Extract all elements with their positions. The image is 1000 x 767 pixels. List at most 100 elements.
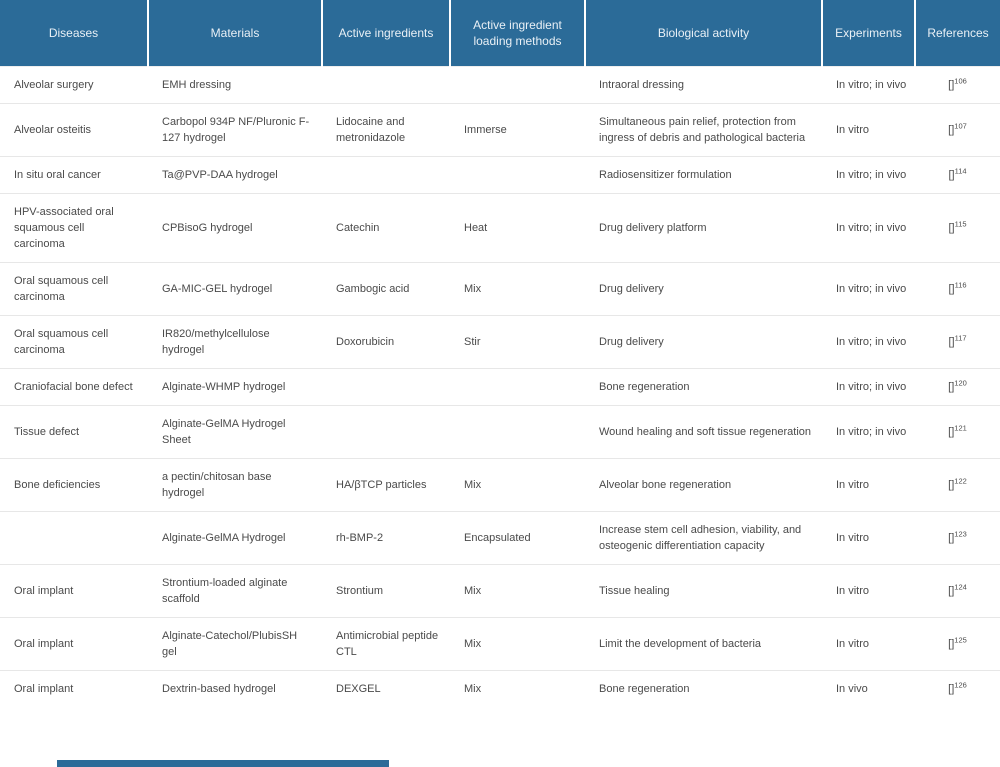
cell-disease: In situ oral cancer xyxy=(0,156,148,194)
citation-link[interactable]: []107 xyxy=(948,121,967,136)
cell-activity: Tissue healing xyxy=(585,564,822,618)
cell-activity: Intraoral dressing xyxy=(585,66,822,104)
citation-link[interactable]: []116 xyxy=(948,280,967,295)
table-row: Tissue defect Alginate-GelMA Hydrogel She… xyxy=(0,405,1000,459)
table-row: Alveolar surgery EMH dressing Intraoral dr… xyxy=(0,66,1000,104)
table-row: Oral squamous cell carcinoma IR820/methyl… xyxy=(0,315,1000,369)
column-header-diseases: Diseases xyxy=(0,0,149,67)
citation-link[interactable]: []126 xyxy=(948,680,967,695)
column-header-active-ingredients: Active ingredients xyxy=(322,0,451,67)
table-row: HPV-associated oral squamous cell carcin… xyxy=(0,193,1000,263)
cell-ingredient: rh-BMP-2 xyxy=(322,511,450,565)
cell-ingredient xyxy=(322,66,450,104)
citation-number: 116 xyxy=(954,280,967,290)
cell-experiments: In vitro; in vivo xyxy=(822,315,915,369)
cell-loading xyxy=(450,66,585,104)
cell-activity: Drug delivery xyxy=(585,315,822,369)
cell-ingredient: Catechin xyxy=(322,193,450,263)
cell-loading: Encapsulated xyxy=(450,511,585,565)
cell-loading: Mix xyxy=(450,262,585,316)
cell-material: EMH dressing xyxy=(148,66,322,104)
cell-ingredient: Strontium xyxy=(322,564,450,618)
citation-link[interactable]: []106 xyxy=(948,76,967,91)
citation-number: 106 xyxy=(954,76,967,86)
cell-loading: Heat xyxy=(450,193,585,263)
cell-loading xyxy=(450,156,585,194)
cell-disease: Bone deficiencies xyxy=(0,458,148,512)
cell-loading: Stir xyxy=(450,315,585,369)
cell-loading xyxy=(450,405,585,459)
cell-loading xyxy=(450,368,585,406)
citation-number: 121 xyxy=(954,423,967,433)
cell-material: Alginate-Catechol/PlubisSH gel xyxy=(148,617,322,671)
citation-link[interactable]: []115 xyxy=(948,219,967,234)
cell-disease xyxy=(0,511,148,565)
cell-reference: []115 xyxy=(915,193,1000,263)
materials-table: Diseases Materials Active ingredients Ac… xyxy=(0,0,1000,707)
citation-number: 117 xyxy=(954,333,967,343)
column-header-materials: Materials xyxy=(148,0,323,67)
cell-experiments: In vitro xyxy=(822,617,915,671)
citation-link[interactable]: []124 xyxy=(948,582,967,597)
cell-activity: Wound healing and soft tissue regenerati… xyxy=(585,405,822,459)
cell-experiments: In vitro; in vivo xyxy=(822,405,915,459)
cell-activity: Limit the development of bacteria xyxy=(585,617,822,671)
citation-number: 114 xyxy=(954,166,967,176)
cell-material: a pectin/chitosan base hydrogel xyxy=(148,458,322,512)
table-header: Diseases Materials Active ingredients Ac… xyxy=(0,0,1000,67)
cell-reference: []120 xyxy=(915,368,1000,406)
table-row: Oral implant Dextrin-based hydrogel DEXGEL… xyxy=(0,670,1000,707)
cell-activity: Bone regeneration xyxy=(585,368,822,406)
table-row: In situ oral cancer Ta@PVP-DAA hydrogel Ra… xyxy=(0,156,1000,194)
table-row: Alginate-GelMA Hydrogel rh-BMP-2 Encapsula… xyxy=(0,511,1000,565)
cell-ingredient: Gambogic acid xyxy=(322,262,450,316)
cell-loading: Mix xyxy=(450,564,585,618)
cell-loading: Mix xyxy=(450,458,585,512)
column-header-loading-methods: Active ingredient loading methods xyxy=(450,0,586,67)
cell-experiments: In vitro xyxy=(822,458,915,512)
cell-activity: Alveolar bone regeneration xyxy=(585,458,822,512)
cell-experiments: In vivo xyxy=(822,670,915,707)
citation-number: 115 xyxy=(954,219,967,229)
cell-activity: Drug delivery xyxy=(585,262,822,316)
cell-disease: HPV-associated oral squamous cell carcin… xyxy=(0,193,148,263)
cell-ingredient: Antimicrobial peptide CTL xyxy=(322,617,450,671)
cell-loading: Mix xyxy=(450,617,585,671)
cell-disease: Craniofacial bone defect xyxy=(0,368,148,406)
table-row: Oral implant Strontium-loaded alginate sc… xyxy=(0,564,1000,618)
citation-link[interactable]: []114 xyxy=(948,166,967,181)
cell-disease: Oral squamous cell carcinoma xyxy=(0,315,148,369)
cell-material: IR820/methylcellulose hydrogel xyxy=(148,315,322,369)
cell-activity: Simultaneous pain relief, protection fro… xyxy=(585,103,822,157)
citation-number: 120 xyxy=(954,378,967,388)
citation-link[interactable]: []121 xyxy=(948,423,967,438)
cell-reference: []121 xyxy=(915,405,1000,459)
table-row: Oral squamous cell carcinoma GA-MIC-GEL h… xyxy=(0,262,1000,316)
citation-link[interactable]: []125 xyxy=(948,635,967,650)
table-row: Alveolar osteitis Carbopol 934P NF/Pluron… xyxy=(0,103,1000,157)
cell-material: Alginate-GelMA Hydrogel xyxy=(148,511,322,565)
cell-loading: Immerse xyxy=(450,103,585,157)
cell-experiments: In vitro; in vivo xyxy=(822,156,915,194)
citation-number: 122 xyxy=(954,476,967,486)
column-header-references: References xyxy=(915,0,1000,67)
cell-experiments: In vitro; in vivo xyxy=(822,193,915,263)
citation-link[interactable]: []122 xyxy=(948,476,967,491)
cell-disease: Tissue defect xyxy=(0,405,148,459)
citation-link[interactable]: []120 xyxy=(948,378,967,393)
next-table-header-partial xyxy=(57,760,389,767)
cell-material: Carbopol 934P NF/Pluronic F-127 hydrogel xyxy=(148,103,322,157)
table-row: Craniofacial bone defect Alginate-WHMP hy… xyxy=(0,368,1000,406)
cell-experiments: In vitro; in vivo xyxy=(822,66,915,104)
cell-activity: Radiosensitizer formulation xyxy=(585,156,822,194)
table-body: Alveolar surgery EMH dressing Intraoral dr… xyxy=(0,66,1000,707)
citation-number: 107 xyxy=(954,121,967,131)
cell-experiments: In vitro xyxy=(822,564,915,618)
citation-link[interactable]: []117 xyxy=(948,333,967,348)
cell-ingredient xyxy=(322,368,450,406)
cell-material: Ta@PVP-DAA hydrogel xyxy=(148,156,322,194)
citation-link[interactable]: []123 xyxy=(948,529,967,544)
cell-material: Alginate-GelMA Hydrogel Sheet xyxy=(148,405,322,459)
cell-reference: []122 xyxy=(915,458,1000,512)
cell-disease: Alveolar surgery xyxy=(0,66,148,104)
